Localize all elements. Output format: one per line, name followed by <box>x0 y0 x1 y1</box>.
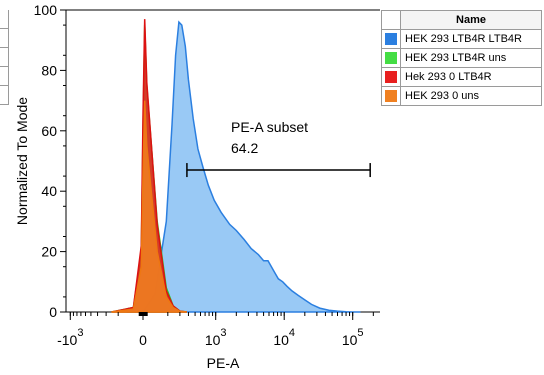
legend-row[interactable]: HEK 293 LTB4R uns <box>381 48 542 68</box>
x-tick-label: 104 <box>273 327 295 348</box>
x-tick-label: 105 <box>342 327 364 348</box>
legend-row[interactable]: HEK 293 LTB4R LTB4R <box>381 29 542 49</box>
x-tick-label: -103 <box>57 327 83 348</box>
legend-label: HEK 293 LTB4R LTB4R <box>400 29 542 49</box>
x-tick-label: 0 <box>139 332 147 348</box>
gate-label: PE-A subset <box>231 119 308 135</box>
series-group <box>111 19 361 313</box>
x-tick-label: 103 <box>205 327 227 348</box>
legend-header-row: Name <box>381 10 542 30</box>
legend-swatch <box>385 71 397 83</box>
legend-label: HEK 293 0 uns <box>400 86 542 106</box>
gate-group: PE-A subset 64.2 <box>186 119 371 178</box>
y-tick-label: 20 <box>41 244 57 260</box>
y-tick-label: 60 <box>41 123 57 139</box>
legend-stub-left <box>0 10 9 105</box>
legend-row[interactable]: HEK 293 0 uns <box>381 86 542 106</box>
legend-swatch <box>385 33 397 45</box>
legend-swatch <box>385 52 397 64</box>
legend-row[interactable]: Hek 293 0 LTB4R <box>381 67 542 87</box>
legend-label: Hek 293 0 LTB4R <box>400 67 542 87</box>
legend-swatch <box>385 90 397 102</box>
legend-label: HEK 293 LTB4R uns <box>400 48 542 68</box>
y-axis-label: Normalized To Mode <box>14 97 30 225</box>
gate-value: 64.2 <box>231 140 258 156</box>
y-tick-label: 100 <box>34 2 58 18</box>
y-tick-label: 0 <box>49 304 57 320</box>
legend-table: Name HEK 293 LTB4R LTB4R HEK 293 LTB4R u… <box>381 10 542 106</box>
x-axis-label: PE-A <box>207 355 240 371</box>
series-area <box>111 100 187 313</box>
y-tick-label: 80 <box>41 62 57 78</box>
y-tick-label: 40 <box>41 183 57 199</box>
legend-header-blank <box>381 10 401 30</box>
legend-header: Name <box>400 10 542 30</box>
series-area <box>126 20 361 313</box>
